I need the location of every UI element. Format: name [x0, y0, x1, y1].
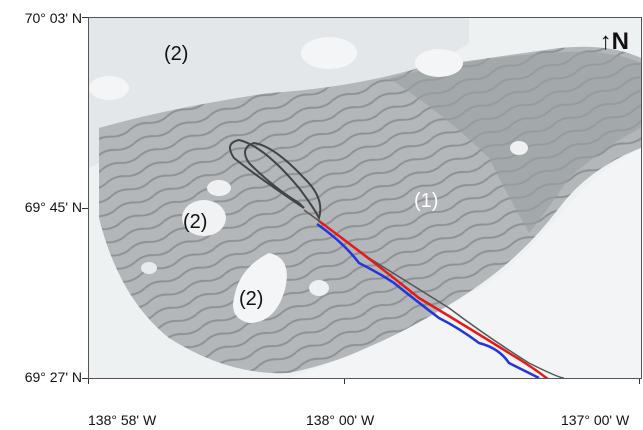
region-label-2-bottom: (2) — [239, 288, 264, 310]
flight-track-loop — [229, 138, 322, 221]
tick-lon-right — [639, 378, 640, 384]
flight-track-blue — [316, 222, 540, 378]
lon-label-mid: 138° 00' W — [306, 412, 375, 428]
lat-label-top: 70° 03' N — [24, 10, 82, 26]
lat-label-bottom: 69° 27' N — [24, 369, 82, 385]
ice-floe — [233, 253, 287, 323]
ice-floe — [89, 76, 129, 100]
tick-lat-mid — [82, 208, 88, 209]
ice-floe — [141, 262, 157, 274]
ice-floe — [182, 200, 226, 236]
ice-floe — [309, 280, 329, 296]
fast-ice-shore — [289, 148, 641, 378]
flight-track-red — [318, 219, 549, 378]
region-label-2-top: (2) — [164, 43, 189, 65]
ice-floe — [301, 37, 357, 69]
tick-lon-mid — [344, 378, 345, 384]
north-arrow-icon: ↑N — [599, 28, 629, 55]
region-label-2-left: (2) — [183, 211, 208, 233]
ice-floe — [415, 49, 463, 77]
region-label-1: (1) — [414, 190, 439, 212]
ice-floe — [207, 180, 231, 196]
lon-label-right: 137° 00' W — [561, 412, 630, 428]
ice-floe — [510, 141, 528, 155]
satellite-map[interactable]: (2) (2) (2) (1) ↑N — [88, 17, 642, 379]
map-canvas — [89, 18, 641, 378]
tick-lat-bottom — [82, 378, 88, 379]
tick-lat-top — [82, 17, 88, 18]
lat-label-mid: 69° 45' N — [24, 199, 82, 215]
lon-label-left: 138° 58' W — [88, 412, 157, 428]
tick-lon-left — [88, 378, 89, 384]
